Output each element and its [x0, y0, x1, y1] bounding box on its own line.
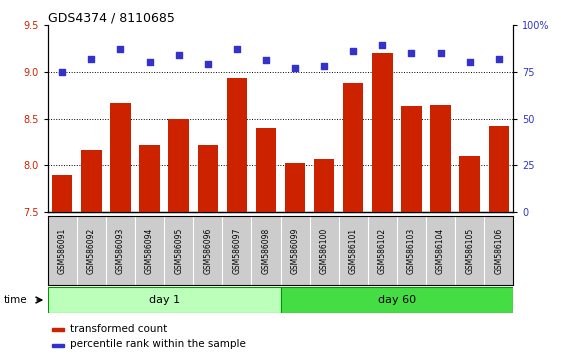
Bar [285, 163, 305, 212]
Text: GSM586096: GSM586096 [203, 227, 212, 274]
Text: GSM586093: GSM586093 [116, 227, 125, 274]
Text: GDS4374 / 8110685: GDS4374 / 8110685 [48, 12, 174, 25]
Text: day 60: day 60 [378, 295, 416, 305]
Point [436, 50, 445, 56]
Text: percentile rank within the sample: percentile rank within the sample [70, 339, 246, 349]
Text: GSM586102: GSM586102 [378, 227, 387, 274]
Bar [139, 145, 160, 212]
Point [116, 46, 125, 52]
Bar [52, 175, 72, 212]
Point [291, 65, 300, 71]
Point [407, 50, 416, 56]
Bar [489, 126, 509, 212]
Text: day 1: day 1 [149, 295, 180, 305]
Text: GSM586106: GSM586106 [494, 227, 503, 274]
Bar [459, 156, 480, 212]
Bar [197, 145, 218, 212]
Point [145, 59, 154, 65]
Bar [52, 343, 64, 347]
Bar [81, 149, 102, 212]
Text: GSM586104: GSM586104 [436, 227, 445, 274]
Point [87, 56, 96, 61]
Bar [430, 104, 450, 212]
Text: time: time [4, 295, 27, 305]
Text: GSM586098: GSM586098 [261, 227, 270, 274]
Text: GSM586092: GSM586092 [87, 227, 96, 274]
Bar [168, 119, 189, 212]
Bar [48, 287, 280, 313]
Point [378, 42, 387, 48]
Text: GSM586103: GSM586103 [407, 227, 416, 274]
Point [320, 63, 329, 69]
Text: GSM586101: GSM586101 [349, 227, 358, 274]
Bar [343, 83, 364, 212]
Point [174, 52, 183, 58]
Text: transformed count: transformed count [70, 324, 167, 333]
Bar [314, 159, 334, 212]
Point [349, 48, 358, 54]
Text: GSM586099: GSM586099 [291, 227, 300, 274]
Text: GSM586100: GSM586100 [320, 227, 329, 274]
Point [261, 58, 270, 63]
Point [232, 46, 241, 52]
Bar [401, 107, 422, 212]
Point [58, 69, 67, 74]
Bar [111, 103, 131, 212]
Bar [256, 128, 276, 212]
Text: GSM586091: GSM586091 [58, 227, 67, 274]
Text: GSM586097: GSM586097 [232, 227, 241, 274]
Bar [372, 53, 393, 212]
Point [494, 56, 503, 61]
Bar [280, 287, 513, 313]
Text: GSM586105: GSM586105 [465, 227, 474, 274]
Text: GSM586095: GSM586095 [174, 227, 183, 274]
Bar [227, 78, 247, 212]
Text: GSM586094: GSM586094 [145, 227, 154, 274]
Point [203, 61, 212, 67]
Point [465, 59, 474, 65]
Bar [52, 327, 64, 331]
